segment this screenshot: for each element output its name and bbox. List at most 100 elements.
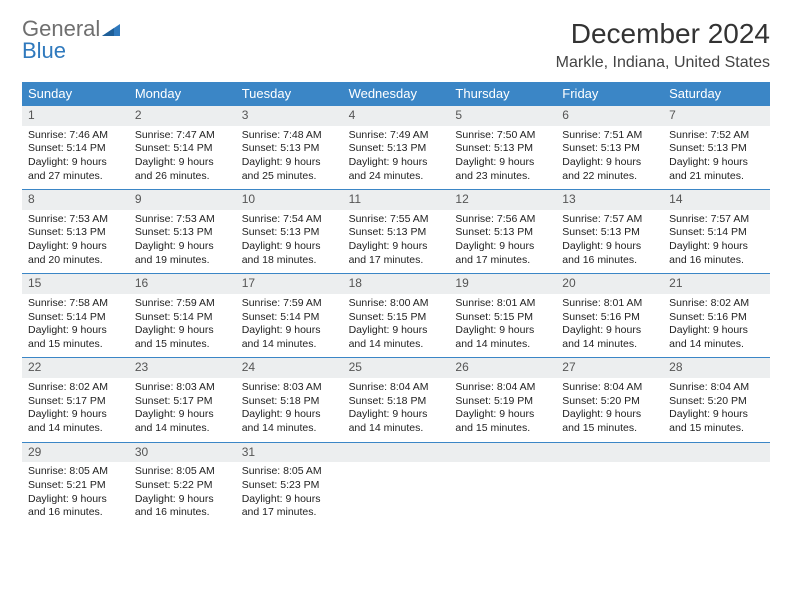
day-body: Sunrise: 8:04 AMSunset: 5:19 PMDaylight:… — [449, 378, 556, 442]
sunrise-text: Sunrise: 7:51 AM — [562, 129, 657, 143]
weekday-header-cell: Wednesday — [343, 82, 450, 105]
sunrise-text: Sunrise: 7:46 AM — [28, 129, 123, 143]
day-cell: 7Sunrise: 7:52 AMSunset: 5:13 PMDaylight… — [663, 106, 770, 189]
daylight-text: Daylight: 9 hours and 16 minutes. — [135, 493, 230, 520]
sunrise-text: Sunrise: 8:05 AM — [28, 465, 123, 479]
day-number: 9 — [129, 190, 236, 210]
sunrise-text: Sunrise: 7:59 AM — [135, 297, 230, 311]
sunrise-text: Sunrise: 8:04 AM — [455, 381, 550, 395]
day-number — [556, 443, 663, 463]
sunset-text: Sunset: 5:15 PM — [349, 311, 444, 325]
day-number: 23 — [129, 358, 236, 378]
daylight-text: Daylight: 9 hours and 20 minutes. — [28, 240, 123, 267]
day-number: 28 — [663, 358, 770, 378]
day-body: Sunrise: 8:01 AMSunset: 5:15 PMDaylight:… — [449, 294, 556, 358]
day-body: Sunrise: 8:01 AMSunset: 5:16 PMDaylight:… — [556, 294, 663, 358]
sunset-text: Sunset: 5:14 PM — [669, 226, 764, 240]
day-number: 1 — [22, 106, 129, 126]
day-number: 29 — [22, 443, 129, 463]
sunset-text: Sunset: 5:13 PM — [562, 142, 657, 156]
day-number: 21 — [663, 274, 770, 294]
daylight-text: Daylight: 9 hours and 25 minutes. — [242, 156, 337, 183]
sunrise-text: Sunrise: 8:04 AM — [669, 381, 764, 395]
daylight-text: Daylight: 9 hours and 17 minutes. — [349, 240, 444, 267]
sunset-text: Sunset: 5:21 PM — [28, 479, 123, 493]
sunrise-text: Sunrise: 8:01 AM — [562, 297, 657, 311]
sunrise-text: Sunrise: 8:02 AM — [669, 297, 764, 311]
daylight-text: Daylight: 9 hours and 26 minutes. — [135, 156, 230, 183]
weekday-header-cell: Friday — [556, 82, 663, 105]
page: General Blue December 2024 Markle, India… — [0, 0, 792, 544]
weekday-header-cell: Saturday — [663, 82, 770, 105]
day-body: Sunrise: 8:02 AMSunset: 5:17 PMDaylight:… — [22, 378, 129, 442]
day-body: Sunrise: 7:49 AMSunset: 5:13 PMDaylight:… — [343, 126, 450, 190]
day-body: Sunrise: 7:55 AMSunset: 5:13 PMDaylight:… — [343, 210, 450, 274]
sunset-text: Sunset: 5:13 PM — [242, 226, 337, 240]
day-body: Sunrise: 7:52 AMSunset: 5:13 PMDaylight:… — [663, 126, 770, 190]
daylight-text: Daylight: 9 hours and 15 minutes. — [562, 408, 657, 435]
sunrise-text: Sunrise: 8:02 AM — [28, 381, 123, 395]
day-number: 5 — [449, 106, 556, 126]
day-body: Sunrise: 8:02 AMSunset: 5:16 PMDaylight:… — [663, 294, 770, 358]
day-number: 4 — [343, 106, 450, 126]
day-body: Sunrise: 7:50 AMSunset: 5:13 PMDaylight:… — [449, 126, 556, 190]
day-number: 18 — [343, 274, 450, 294]
sunset-text: Sunset: 5:13 PM — [562, 226, 657, 240]
logo-word-2: Blue — [22, 38, 66, 63]
sunrise-text: Sunrise: 8:03 AM — [242, 381, 337, 395]
sunrise-text: Sunrise: 7:53 AM — [28, 213, 123, 227]
sunset-text: Sunset: 5:13 PM — [242, 142, 337, 156]
day-number: 2 — [129, 106, 236, 126]
day-body: Sunrise: 7:56 AMSunset: 5:13 PMDaylight:… — [449, 210, 556, 274]
day-cell: 29 Sunrise: 8:05 AMSunset: 5:21 PMDayligh… — [22, 443, 129, 526]
day-number: 11 — [343, 190, 450, 210]
daylight-text: Daylight: 9 hours and 15 minutes. — [135, 324, 230, 351]
day-number: 8 — [22, 190, 129, 210]
sunrise-text: Sunrise: 8:04 AM — [562, 381, 657, 395]
page-title: December 2024 — [556, 18, 770, 50]
sunset-text: Sunset: 5:14 PM — [135, 311, 230, 325]
day-cell: 30Sunrise: 8:05 AMSunset: 5:22 PMDayligh… — [129, 443, 236, 526]
sunset-text: Sunset: 5:13 PM — [669, 142, 764, 156]
day-cell: 8Sunrise: 7:53 AMSunset: 5:13 PMDaylight… — [22, 190, 129, 273]
daylight-text: Daylight: 9 hours and 24 minutes. — [349, 156, 444, 183]
day-body: Sunrise: 7:58 AMSunset: 5:14 PMDaylight:… — [22, 294, 129, 358]
day-body: Sunrise: 8:00 AMSunset: 5:15 PMDaylight:… — [343, 294, 450, 358]
day-number — [663, 443, 770, 463]
day-cell: 12Sunrise: 7:56 AMSunset: 5:13 PMDayligh… — [449, 190, 556, 273]
sunrise-text: Sunrise: 7:55 AM — [349, 213, 444, 227]
day-number: 14 — [663, 190, 770, 210]
sunrise-text: Sunrise: 8:05 AM — [242, 465, 337, 479]
day-number: 12 — [449, 190, 556, 210]
sunrise-text: Sunrise: 8:01 AM — [455, 297, 550, 311]
weekday-header-cell: Tuesday — [236, 82, 343, 105]
day-cell: 19Sunrise: 8:01 AMSunset: 5:15 PMDayligh… — [449, 274, 556, 357]
sunrise-text: Sunrise: 7:47 AM — [135, 129, 230, 143]
day-cell: 15Sunrise: 7:58 AMSunset: 5:14 PMDayligh… — [22, 274, 129, 357]
daylight-text: Daylight: 9 hours and 15 minutes. — [28, 324, 123, 351]
sunrise-text: Sunrise: 7:54 AM — [242, 213, 337, 227]
day-number — [343, 443, 450, 463]
sunrise-text: Sunrise: 7:48 AM — [242, 129, 337, 143]
day-body: Sunrise: 8:03 AMSunset: 5:18 PMDaylight:… — [236, 378, 343, 442]
location-text: Markle, Indiana, United States — [556, 54, 770, 72]
day-cell — [343, 443, 450, 526]
sunrise-text: Sunrise: 7:53 AM — [135, 213, 230, 227]
day-cell: 5Sunrise: 7:50 AMSunset: 5:13 PMDaylight… — [449, 106, 556, 189]
day-body: Sunrise: 7:54 AMSunset: 5:13 PMDaylight:… — [236, 210, 343, 274]
day-cell: 18Sunrise: 8:00 AMSunset: 5:15 PMDayligh… — [343, 274, 450, 357]
weekday-header-cell: Sunday — [22, 82, 129, 105]
sunset-text: Sunset: 5:17 PM — [28, 395, 123, 409]
day-cell: 28Sunrise: 8:04 AMSunset: 5:20 PMDayligh… — [663, 358, 770, 441]
sunset-text: Sunset: 5:15 PM — [455, 311, 550, 325]
daylight-text: Daylight: 9 hours and 23 minutes. — [455, 156, 550, 183]
sunset-text: Sunset: 5:14 PM — [28, 311, 123, 325]
week-row: 1Sunrise: 7:46 AMSunset: 5:14 PMDaylight… — [22, 105, 770, 189]
day-number: 25 — [343, 358, 450, 378]
day-number: 3 — [236, 106, 343, 126]
day-number: 10 — [236, 190, 343, 210]
day-body: Sunrise: 7:59 AMSunset: 5:14 PMDaylight:… — [129, 294, 236, 358]
day-cell: 23Sunrise: 8:03 AMSunset: 5:17 PMDayligh… — [129, 358, 236, 441]
day-body: Sunrise: 8:04 AMSunset: 5:20 PMDaylight:… — [663, 378, 770, 442]
daylight-text: Daylight: 9 hours and 16 minutes. — [28, 493, 123, 520]
